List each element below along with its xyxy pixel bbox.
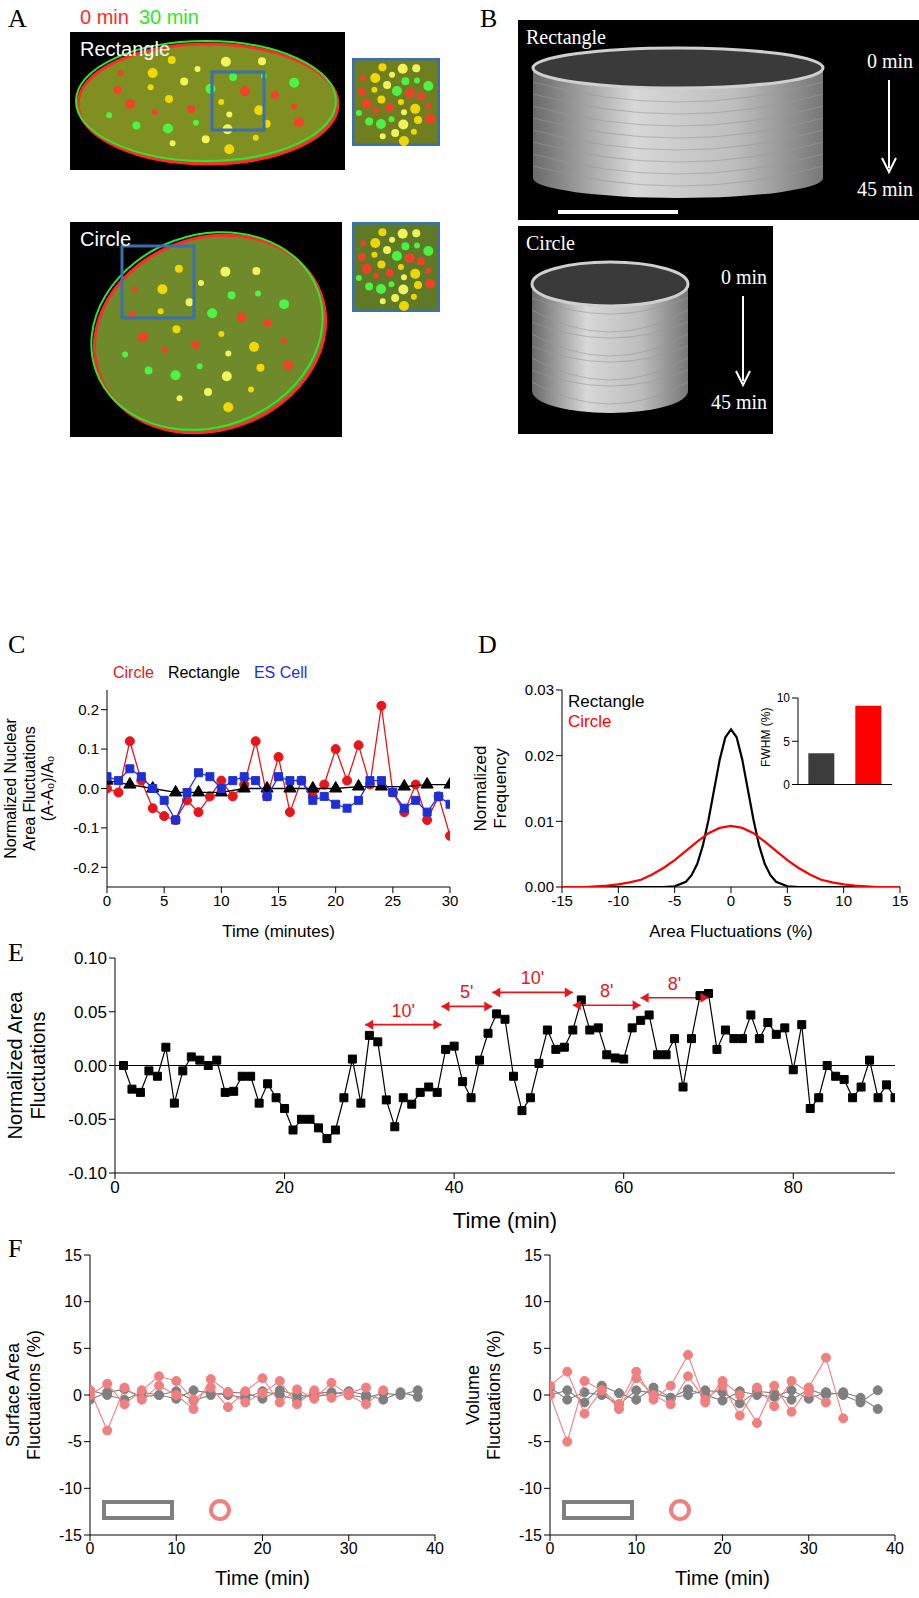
svg-text:-0.2: -0.2 xyxy=(73,859,99,876)
svg-text:-0.05: -0.05 xyxy=(68,1110,107,1129)
svg-text:5: 5 xyxy=(783,735,790,749)
svg-text:0.02: 0.02 xyxy=(525,747,554,764)
svg-text:NormalizedFrequency: NormalizedFrequency xyxy=(471,746,510,832)
svg-text:0: 0 xyxy=(86,1540,95,1557)
svg-text:Time (min): Time (min) xyxy=(675,1567,770,1589)
svg-text:-5: -5 xyxy=(668,892,681,909)
svg-text:-0.1: -0.1 xyxy=(73,819,99,836)
html-text:Rectangle: Rectangle xyxy=(167,664,240,681)
svg-text:60: 60 xyxy=(614,1178,633,1197)
html-text:Circle: Circle xyxy=(568,712,612,731)
svg-text:-15: -15 xyxy=(551,892,573,909)
html-text:F: F xyxy=(8,1234,23,1263)
svg-text:20: 20 xyxy=(275,1178,294,1197)
svg-text:20: 20 xyxy=(714,1540,732,1557)
svg-text:0: 0 xyxy=(533,1387,542,1404)
svg-text:Circle: Circle xyxy=(80,228,131,250)
svg-text:0: 0 xyxy=(783,778,790,791)
svg-text:Normalized NuclearArea Fluctua: Normalized NuclearArea Fluctuations(A-A₀… xyxy=(2,718,56,859)
svg-text:-0.10: -0.10 xyxy=(68,1164,107,1183)
svg-text:-10: -10 xyxy=(59,1480,82,1497)
svg-text:40: 40 xyxy=(886,1540,904,1557)
html-text:A: A xyxy=(8,4,27,33)
svg-text:10': 10' xyxy=(392,1001,415,1021)
svg-text:Normalized AreaFluctuations: Normalized AreaFluctuations xyxy=(4,991,49,1140)
svg-text:45 min: 45 min xyxy=(857,178,913,200)
svg-text:30: 30 xyxy=(340,1540,358,1557)
svg-text:80: 80 xyxy=(784,1178,803,1197)
svg-text:5: 5 xyxy=(533,1340,542,1357)
html-text:B: B xyxy=(480,4,498,33)
svg-text:5: 5 xyxy=(160,892,168,909)
svg-text:10: 10 xyxy=(627,1540,645,1557)
svg-text:0.0: 0.0 xyxy=(78,780,99,797)
html-text:Rectangle: Rectangle xyxy=(568,692,645,711)
svg-text:0.1: 0.1 xyxy=(78,740,99,757)
svg-text:Circle: Circle xyxy=(526,232,575,254)
svg-text:10: 10 xyxy=(524,1293,542,1310)
svg-text:0.03: 0.03 xyxy=(525,681,554,698)
svg-text:10: 10 xyxy=(213,892,230,909)
html-text:C: C xyxy=(8,630,26,659)
svg-text:-10: -10 xyxy=(519,1480,542,1497)
svg-text:0.10: 0.10 xyxy=(74,949,107,968)
svg-text:40: 40 xyxy=(426,1540,444,1557)
svg-text:0.01: 0.01 xyxy=(525,813,554,830)
html-text:ES Cell: ES Cell xyxy=(253,664,308,681)
svg-text:-15: -15 xyxy=(519,1527,542,1544)
svg-text:20: 20 xyxy=(254,1540,272,1557)
svg-text:Time (min): Time (min) xyxy=(215,1567,310,1589)
svg-text:15: 15 xyxy=(64,1247,82,1264)
html-text:30 min: 30 min xyxy=(138,6,199,28)
svg-text:0 min: 0 min xyxy=(867,50,913,72)
svg-text:-5: -5 xyxy=(68,1433,82,1450)
html-text:E: E xyxy=(8,938,24,967)
svg-text:0 min: 0 min xyxy=(721,266,767,288)
svg-text:8': 8' xyxy=(600,981,613,1001)
svg-text:8': 8' xyxy=(668,974,681,994)
svg-text:10: 10 xyxy=(64,1293,82,1310)
svg-text:10: 10 xyxy=(835,892,852,909)
svg-text:Rectangle: Rectangle xyxy=(526,26,606,49)
svg-text:0: 0 xyxy=(73,1387,82,1404)
svg-text:15: 15 xyxy=(524,1247,542,1264)
svg-text:15: 15 xyxy=(270,892,287,909)
svg-text:45 min: 45 min xyxy=(711,391,767,413)
svg-text:FWHM (%): FWHM (%) xyxy=(759,708,773,767)
svg-text:0: 0 xyxy=(727,892,735,909)
svg-text:Rectangle: Rectangle xyxy=(80,38,170,60)
svg-text:VolumeFluctuations (%): VolumeFluctuations (%) xyxy=(463,1330,504,1460)
svg-text:0.00: 0.00 xyxy=(525,878,554,895)
svg-text:Surface AreaFluctuations (%): Surface AreaFluctuations (%) xyxy=(3,1330,44,1460)
svg-text:0.2: 0.2 xyxy=(78,701,99,718)
svg-text:5: 5 xyxy=(73,1340,82,1357)
svg-text:30: 30 xyxy=(800,1540,818,1557)
svg-text:-15: -15 xyxy=(59,1527,82,1544)
svg-text:5': 5' xyxy=(460,982,473,1002)
svg-text:Time (minutes): Time (minutes) xyxy=(222,922,335,941)
svg-text:10: 10 xyxy=(167,1540,185,1557)
svg-text:0: 0 xyxy=(103,892,111,909)
svg-text:Time (min): Time (min) xyxy=(453,1208,557,1233)
html-text:D: D xyxy=(478,630,497,659)
svg-text:10: 10 xyxy=(777,692,791,705)
svg-text:-5: -5 xyxy=(528,1433,542,1450)
svg-text:30: 30 xyxy=(442,892,459,909)
html-text:Circle: Circle xyxy=(113,664,154,681)
svg-text:0.00: 0.00 xyxy=(74,1057,107,1076)
svg-text:-10: -10 xyxy=(607,892,629,909)
svg-text:20: 20 xyxy=(327,892,344,909)
svg-text:5: 5 xyxy=(783,892,791,909)
html-text:0 min: 0 min xyxy=(80,6,129,28)
svg-text:0: 0 xyxy=(546,1540,555,1557)
svg-text:Area Fluctuations (%): Area Fluctuations (%) xyxy=(649,922,812,941)
svg-text:10': 10' xyxy=(521,968,544,988)
svg-text:0.05: 0.05 xyxy=(74,1003,107,1022)
svg-text:25: 25 xyxy=(384,892,401,909)
svg-text:0: 0 xyxy=(110,1178,119,1197)
svg-text:40: 40 xyxy=(445,1178,464,1197)
svg-text:15: 15 xyxy=(892,892,909,909)
